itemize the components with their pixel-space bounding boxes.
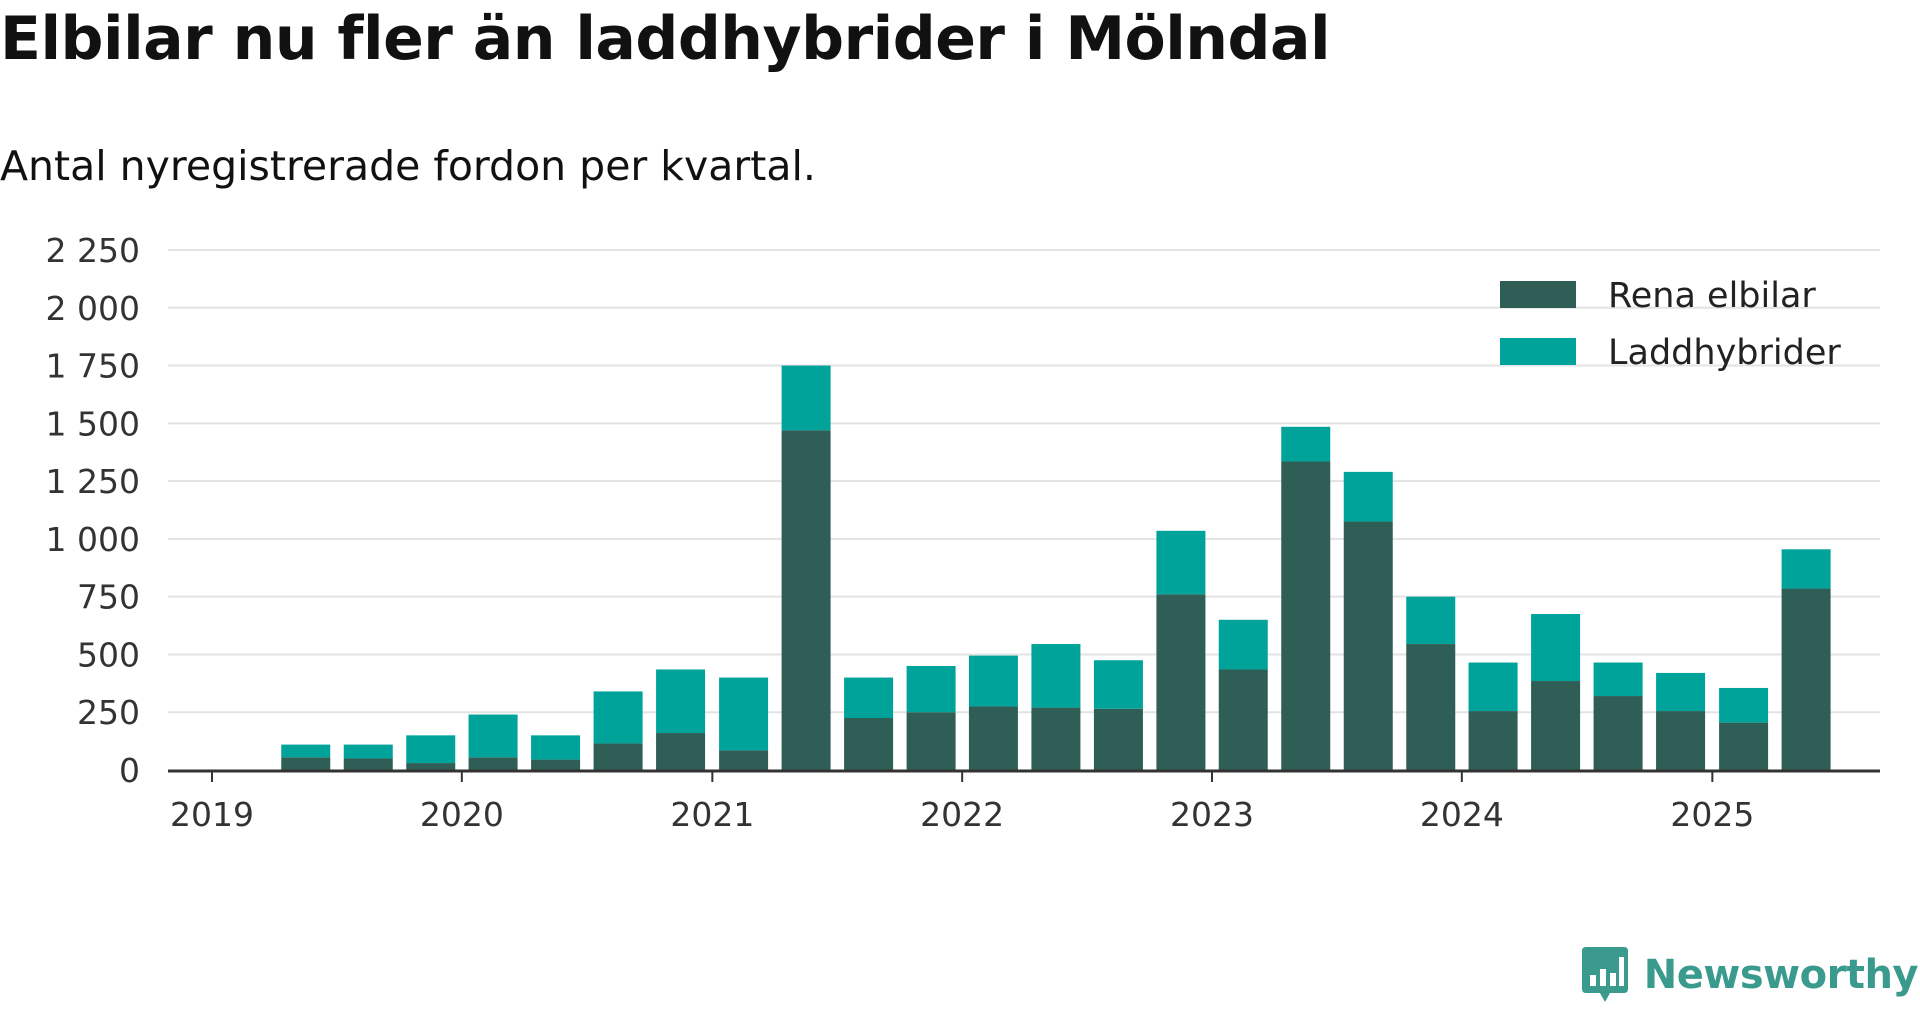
bar-rena-elbilar — [406, 763, 456, 770]
bar-laddhybrider — [1656, 672, 1706, 712]
bar-rena-elbilar — [1781, 588, 1831, 770]
bar-rena-elbilar — [1593, 696, 1643, 770]
bar-laddhybrider — [1281, 426, 1331, 462]
bar-rena-elbilar — [1656, 711, 1706, 770]
chart-title: Elbilar nu fler än laddhybrider i Mölnda… — [0, 4, 1331, 74]
bar-laddhybrider — [844, 677, 894, 718]
bar-laddhybrider — [1719, 687, 1769, 723]
brand-name: Newsworthy — [1643, 952, 1919, 998]
legend-swatch — [1500, 281, 1576, 308]
y-tick-label: 1 750 — [46, 347, 140, 386]
bar-rena-elbilar — [1281, 461, 1331, 770]
grid-lines — [168, 249, 1880, 714]
bar-laddhybrider — [1218, 619, 1268, 670]
bar-laddhybrider — [1593, 662, 1643, 697]
bar-laddhybrider — [343, 744, 393, 759]
legend-label: Laddhybrider — [1608, 333, 1841, 373]
bar-rena-elbilar — [1531, 681, 1581, 770]
bar-laddhybrider — [468, 714, 518, 758]
y-tick-label: 2 000 — [46, 289, 140, 328]
y-tick-label: 1 500 — [46, 404, 140, 443]
bar-rena-elbilar — [1468, 711, 1518, 770]
bar-rena-elbilar — [1406, 644, 1456, 770]
x-tick-label: 2022 — [920, 795, 1004, 834]
bar-laddhybrider — [531, 735, 581, 760]
bar-rena-elbilar — [1218, 669, 1268, 770]
bar-rena-elbilar — [1156, 594, 1206, 770]
bar-rena-elbilar — [1093, 708, 1143, 770]
y-tick-label: 1 250 — [46, 462, 140, 501]
x-tick-label: 2021 — [670, 795, 754, 834]
x-tick-label: 2023 — [1170, 795, 1254, 834]
bar-laddhybrider — [1156, 530, 1206, 595]
x-tick-label: 2020 — [420, 795, 504, 834]
bar-rena-elbilar — [719, 750, 769, 770]
x-tick-label: 2019 — [170, 795, 254, 834]
bar-laddhybrider — [1531, 614, 1581, 682]
chart-subtitle: Antal nyregistrerade fordon per kvartal. — [0, 142, 816, 190]
bar-rena-elbilar — [906, 712, 956, 770]
bar-laddhybrider — [781, 365, 831, 431]
y-tick-label: 2 250 — [46, 231, 140, 270]
bar-laddhybrider — [1093, 660, 1143, 709]
bar-rena-elbilar — [656, 733, 706, 770]
bar-laddhybrider — [1781, 549, 1831, 589]
legend-label: Rena elbilar — [1608, 276, 1816, 316]
bar-rena-elbilar — [781, 430, 831, 770]
y-tick-label: 750 — [77, 578, 140, 617]
x-tick-label: 2024 — [1420, 795, 1504, 834]
bar-laddhybrider — [1031, 644, 1081, 708]
bars — [281, 365, 1831, 770]
bar-laddhybrider — [719, 677, 769, 751]
legend: Rena elbilar Laddhybrider — [1500, 276, 1841, 373]
bar-rena-elbilar — [1343, 521, 1393, 770]
bar-rena-elbilar — [468, 757, 518, 770]
newsworthy-logo-icon — [1581, 947, 1628, 1002]
axes: 0 250 500 750 1 000 1 250 1 500 1 750 2 000 2 250… — [46, 231, 1880, 834]
bar-rena-elbilar — [593, 743, 643, 770]
bar-rena-elbilar — [844, 718, 894, 770]
bar-rena-elbilar — [531, 759, 581, 770]
bar-laddhybrider — [1468, 662, 1518, 712]
legend-swatch — [1500, 338, 1576, 365]
bar-laddhybrider — [281, 744, 331, 758]
bar-rena-elbilar — [968, 706, 1018, 770]
y-tick-label: 1 000 — [46, 520, 140, 559]
bar-laddhybrider — [656, 669, 706, 734]
bar-laddhybrider — [406, 735, 456, 764]
y-tick-label: 500 — [77, 635, 140, 674]
x-tick-label: 2025 — [1670, 795, 1754, 834]
y-tick-label: 250 — [77, 693, 140, 732]
brand: Newsworthy — [1580, 940, 1919, 1010]
bar-rena-elbilar — [343, 758, 393, 770]
bar-laddhybrider — [1406, 596, 1456, 645]
bar-laddhybrider — [593, 691, 643, 744]
y-tick-label: 0 — [119, 751, 140, 790]
bar-rena-elbilar — [281, 757, 331, 770]
bar-rena-elbilar — [1719, 722, 1769, 770]
bar-laddhybrider — [968, 655, 1018, 707]
bar-laddhybrider — [906, 666, 956, 713]
bar-laddhybrider — [1343, 471, 1393, 522]
bar-rena-elbilar — [1031, 707, 1081, 770]
